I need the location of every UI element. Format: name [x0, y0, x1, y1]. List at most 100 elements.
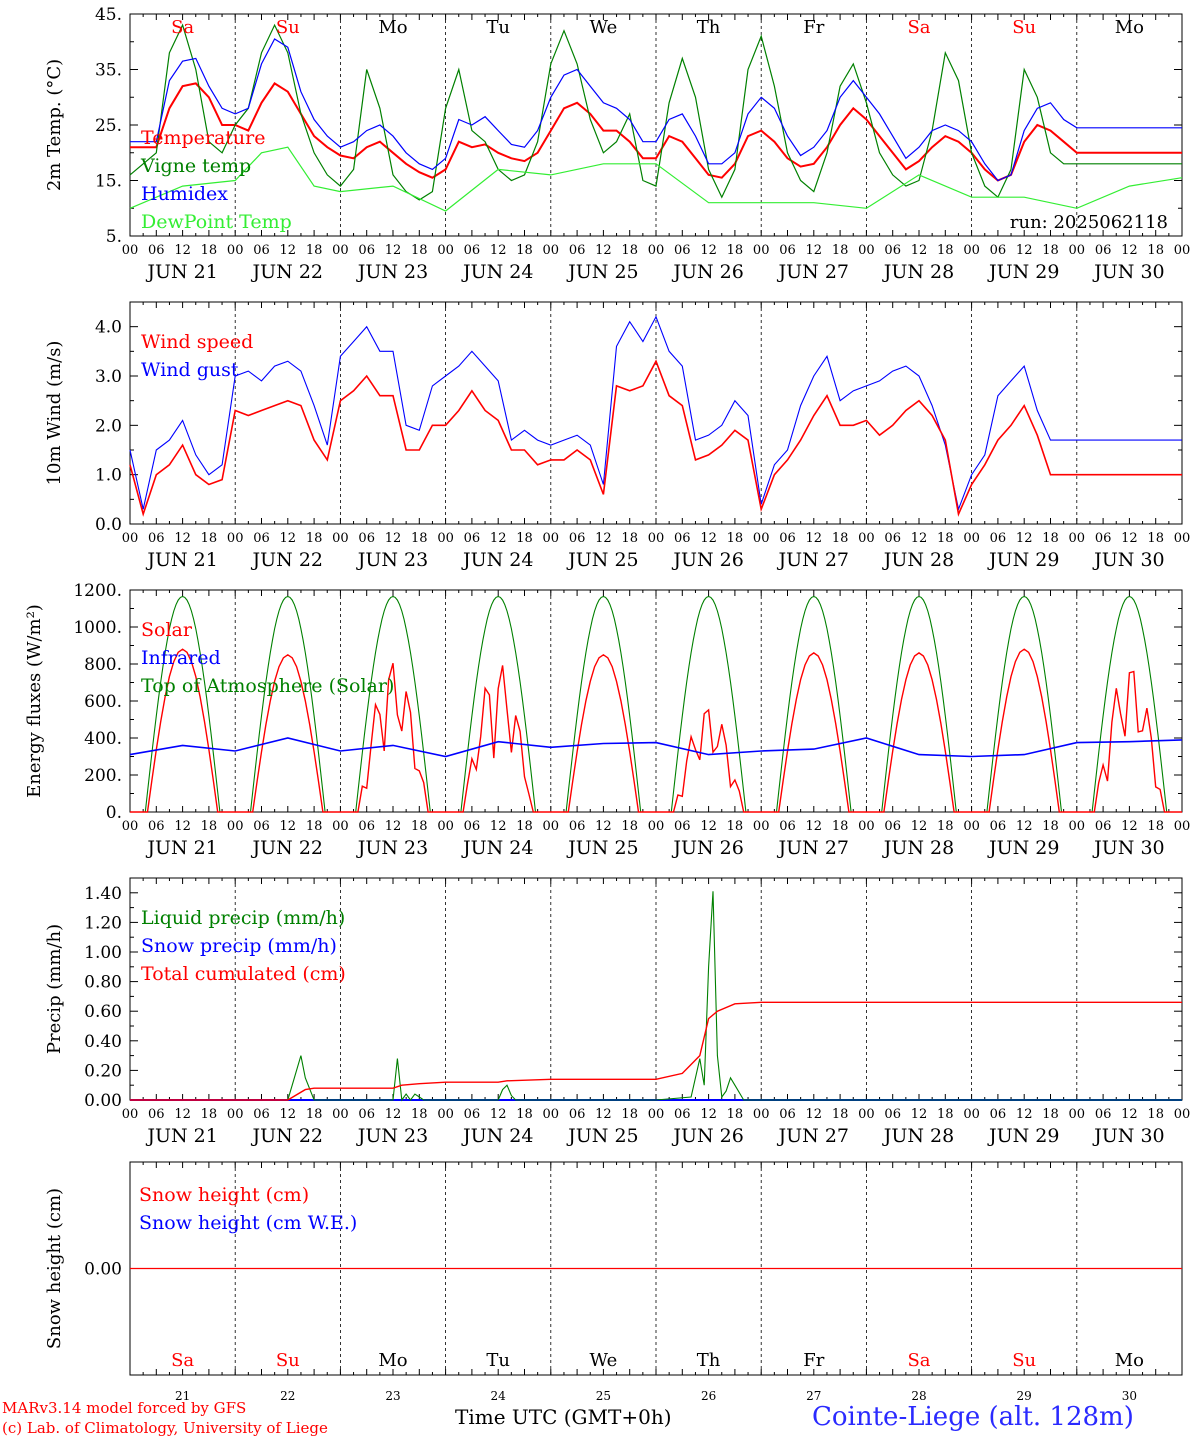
- hour-tick-label: 18: [411, 531, 428, 546]
- hour-tick-label: 12: [280, 819, 297, 834]
- day-number-label: 29: [1017, 1389, 1032, 1403]
- hour-tick-label: 12: [280, 243, 297, 258]
- series-line: [130, 1001, 1182, 1101]
- hour-tick-label: 18: [516, 1107, 533, 1122]
- day-label: JUN 22: [251, 837, 323, 859]
- legend-entry: Liquid precip (mm/h): [141, 907, 345, 929]
- day-label: JUN 27: [777, 1125, 849, 1147]
- legend-entry: Solar: [141, 619, 193, 641]
- hour-tick-label: 12: [911, 1107, 928, 1122]
- hour-tick-label: 00: [858, 1107, 875, 1122]
- hour-tick-label: 00: [753, 819, 770, 834]
- hour-tick-label: 00: [543, 819, 560, 834]
- day-label: JUN 30: [1092, 549, 1164, 571]
- weekday-label: Mo: [1115, 17, 1144, 38]
- series-line-infrared: [129, 737, 1183, 758]
- hour-tick-label: 06: [990, 243, 1007, 258]
- day-number-label: 23: [385, 1389, 400, 1403]
- hour-tick-label: 00: [122, 1107, 139, 1122]
- hour-tick-label: 18: [1147, 819, 1164, 834]
- hour-tick-label: 06: [779, 1107, 796, 1122]
- hour-tick-label: 18: [1042, 1107, 1059, 1122]
- panel-2: 4.0 3.0 2.0 1.0 0.0 10m Wind (m/s) Wind speed W…: [44, 301, 1190, 571]
- hour-tick-label: 12: [806, 243, 823, 258]
- day-label: JUN 28: [882, 549, 954, 571]
- legend-entry: Top of Atmosphere (Solar): [141, 675, 394, 697]
- day-number-label: 27: [806, 1389, 821, 1403]
- legend-entry: Temperature: [141, 127, 265, 149]
- station-title: Cointe-Liege (alt. 128m): [812, 1402, 1134, 1432]
- hour-tick-label: 12: [174, 531, 191, 546]
- panel-4: 1.40 1.20 1.00 0.80 0.60 0.40 0.20 0.00 Precip (…: [44, 877, 1190, 1147]
- hour-tick-label: 06: [569, 243, 586, 258]
- weekday-label: We: [590, 1350, 618, 1371]
- day-label: JUN 24: [461, 837, 533, 859]
- hour-tick-label: 00: [753, 243, 770, 258]
- credit-lab: (c) Lab. of Climatology, University of L…: [2, 1419, 328, 1437]
- hour-tick-label: 18: [201, 819, 218, 834]
- hour-tick-label: 00: [437, 819, 454, 834]
- hour-tick-label: 12: [1016, 243, 1033, 258]
- hour-tick-label: 18: [306, 531, 323, 546]
- day-label: JUN 23: [356, 261, 428, 283]
- day-label: JUN 28: [882, 837, 954, 859]
- y-tick-label: 1.20: [84, 913, 122, 933]
- day-label: JUN 21: [145, 837, 217, 859]
- weekday-label: Su: [276, 17, 300, 38]
- hour-tick-label: 00: [963, 243, 980, 258]
- hour-tick-label: 12: [490, 819, 507, 834]
- y-tick-label: 45.: [95, 5, 122, 25]
- hour-tick-label: 00: [227, 819, 244, 834]
- hour-tick-label: 06: [884, 1107, 901, 1122]
- hour-tick-label: 00: [648, 1107, 665, 1122]
- hour-tick-label: 00: [1069, 1107, 1086, 1122]
- hour-tick-label: 00: [332, 531, 349, 546]
- hour-tick-label: 06: [253, 531, 270, 546]
- series-line: [130, 38, 1182, 182]
- day-label: JUN 22: [251, 1125, 323, 1147]
- weekday-label: We: [590, 17, 618, 38]
- hour-tick-label: 00: [122, 531, 139, 546]
- series-line: [129, 315, 1182, 512]
- series-line-solar: [130, 648, 1182, 813]
- hour-tick-label: 06: [148, 243, 165, 258]
- hour-tick-label: 18: [727, 531, 744, 546]
- series-line: [129, 146, 1183, 212]
- hour-tick-label: 06: [569, 819, 586, 834]
- day-label: JUN 29: [987, 261, 1059, 283]
- weekday-label: Sa: [907, 17, 930, 38]
- day-label: JUN 25: [566, 261, 638, 283]
- hour-tick-label: 00: [332, 819, 349, 834]
- hour-tick-label: 18: [937, 243, 954, 258]
- hour-tick-label: 12: [280, 531, 297, 546]
- day-label: JUN 30: [1092, 837, 1164, 859]
- y-tick-label: 0.00: [84, 1260, 122, 1280]
- day-label: JUN 30: [1092, 261, 1164, 283]
- hour-tick-label: 00: [543, 243, 560, 258]
- y-tick-label: 1200.: [73, 581, 122, 601]
- weekday-label: Th: [697, 1350, 721, 1371]
- hour-tick-label: 06: [674, 819, 691, 834]
- day-label: JUN 23: [356, 837, 428, 859]
- hour-tick-label: 00: [227, 531, 244, 546]
- hour-tick-label: 12: [700, 531, 717, 546]
- hour-tick-label: 18: [516, 819, 533, 834]
- hour-tick-label: 06: [990, 1107, 1007, 1122]
- hour-tick-label: 06: [884, 531, 901, 546]
- hour-tick-label: 12: [490, 1107, 507, 1122]
- hour-tick-label: 06: [148, 1107, 165, 1122]
- hour-tick-label: 12: [911, 819, 928, 834]
- run-annotation: run: 2025062118: [1010, 212, 1168, 233]
- y-tick-label: 3.0: [95, 367, 122, 387]
- y-tick-label: 35.: [95, 61, 122, 81]
- legend-entry: DewPoint Temp: [141, 211, 292, 233]
- hour-tick-label: 06: [569, 1107, 586, 1122]
- hour-tick-label: 06: [253, 1107, 270, 1122]
- hour-tick-label: 00: [1069, 243, 1086, 258]
- hour-tick-label: 18: [727, 243, 744, 258]
- day-label: JUN 28: [882, 261, 954, 283]
- hour-tick-label: 12: [700, 819, 717, 834]
- hour-tick-label: 00: [1174, 819, 1191, 834]
- weekday-label: Mo: [378, 17, 407, 38]
- day-number-label: 26: [701, 1389, 716, 1403]
